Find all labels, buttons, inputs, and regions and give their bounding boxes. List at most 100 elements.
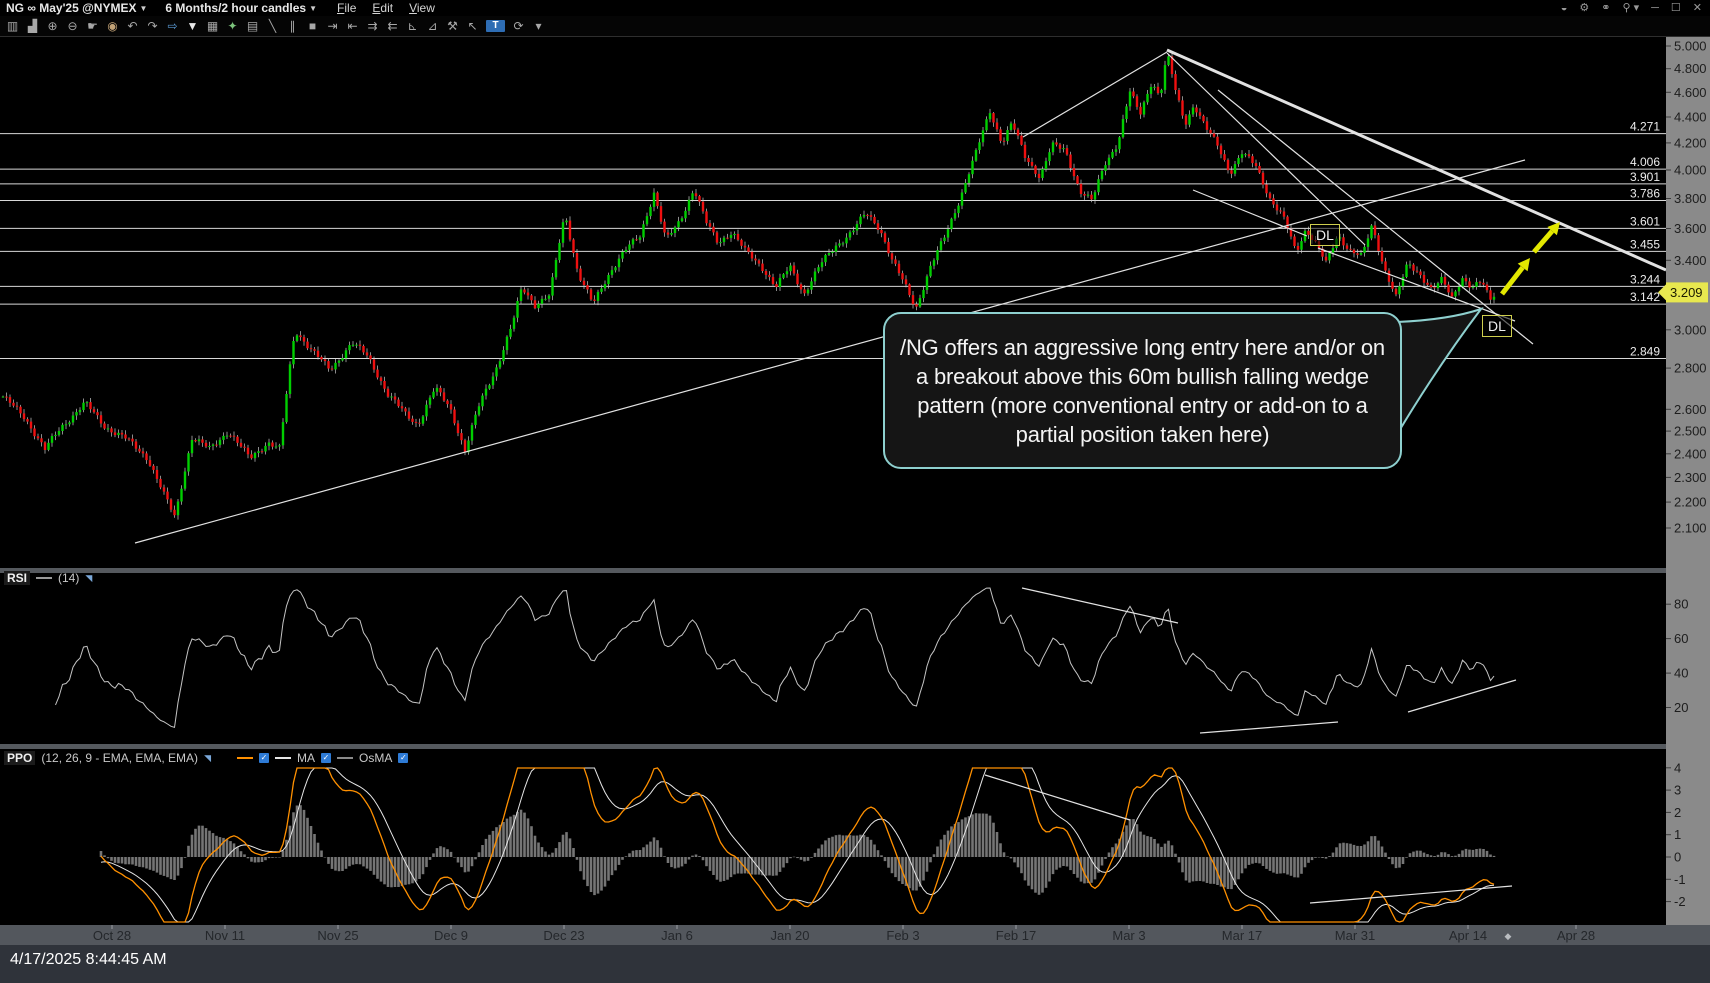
svg-text:40: 40 (1674, 666, 1688, 681)
osma-line-sample-icon (336, 757, 353, 759)
dl-label-1[interactable]: DL (1310, 224, 1340, 246)
redo-icon[interactable]: ↷ (147, 19, 158, 33)
angle-tool-alt-icon[interactable]: ⊿ (427, 19, 438, 33)
undo-icon[interactable]: ↶ (127, 19, 138, 33)
extend-left-icon[interactable]: ⇤ (347, 19, 358, 33)
zoom-out-icon[interactable]: ⊖ (67, 19, 78, 33)
ppo-title[interactable]: PPO (4, 751, 36, 765)
svg-text:Feb 17: Feb 17 (996, 928, 1036, 943)
chat-icon[interactable]: ◒ (1560, 1, 1568, 14)
level-label: 2.849 (1630, 345, 1660, 359)
maximize-icon[interactable]: ☐ (1670, 1, 1681, 14)
dl-label-2[interactable]: DL (1482, 315, 1512, 337)
text-tool-icon[interactable]: T (486, 20, 505, 32)
level-label: 3.786 (1630, 187, 1660, 201)
svg-text:Nov 25: Nov 25 (317, 928, 358, 943)
calendar-grid-icon[interactable]: ▦ (206, 19, 219, 33)
svg-text:3.400: 3.400 (1674, 253, 1707, 268)
level-label: 4.006 (1630, 155, 1660, 169)
level-label: 3.901 (1630, 170, 1660, 184)
ma-checkbox[interactable]: ✓ (320, 753, 331, 763)
scroll-to-end-icon[interactable]: ▼ (186, 19, 199, 33)
pan-hand-icon[interactable]: ☛ (87, 19, 98, 33)
svg-text:Mar 31: Mar 31 (1335, 928, 1375, 943)
menu-file[interactable]: File (337, 1, 357, 15)
svg-text:80: 80 (1674, 597, 1688, 612)
link-icon[interactable]: ⚭ (1601, 1, 1611, 14)
strategy-icon[interactable]: ✦ (227, 19, 238, 33)
dropdown-caret-icon[interactable]: ▾ (535, 19, 542, 33)
pin-icon[interactable]: ⚲ ▾ (1622, 1, 1640, 14)
chart-style-bars-icon[interactable]: ▟ (27, 19, 38, 33)
svg-text:2.800: 2.800 (1674, 361, 1707, 376)
ma-line-sample-icon (274, 757, 291, 759)
timeframe-caret-icon[interactable]: ▼ (309, 3, 318, 13)
svg-text:Oct 28: Oct 28 (93, 928, 131, 943)
ma-label: MA (296, 751, 315, 765)
rsi-cursor-icon[interactable]: ◥ (85, 572, 93, 583)
wedge-upper-line (1217, 89, 1534, 345)
level-label: 3.244 (1630, 272, 1660, 286)
menu-view[interactable]: View (409, 1, 435, 15)
rsi-line-sample-icon (36, 577, 53, 579)
callout-text: /NG offers an aggressive long entry here… (900, 334, 1385, 447)
expand-right-icon[interactable]: ⇉ (367, 19, 378, 33)
svg-text:Dec 9: Dec 9 (434, 928, 468, 943)
svg-text:3.209: 3.209 (1670, 285, 1703, 300)
svg-text:4: 4 (1674, 760, 1681, 775)
trendline-tool-icon[interactable]: ╲ (268, 19, 277, 33)
minimize-icon[interactable]: ─ (1651, 1, 1659, 14)
inner-downtrend-line (1166, 52, 1366, 246)
peak-left-line (1022, 51, 1168, 138)
osma-label: OsMA (358, 751, 393, 765)
svg-text:60: 60 (1674, 631, 1688, 646)
svg-text:4.000: 4.000 (1674, 163, 1707, 178)
parallel-lines-tool-icon[interactable]: ∥ (289, 19, 296, 33)
rsi-descending-line (1021, 587, 1179, 624)
rectangle-tool-icon[interactable]: ■ (308, 19, 317, 33)
drawing-toolbar: ▥ ▟ ⊕ ⊖ ☛ ◉ ↶ ↷ ⇨ ▼ ▦ ✦ ▤ ╲ ∥ ■ ⇥ ⇤ ⇉ ⇇ ⊾ ⊿ ⚒ ↖ T ⟳ ▾ (0, 16, 1710, 37)
ppo-osma-histogram (99, 805, 1496, 896)
svg-text:2.300: 2.300 (1674, 470, 1707, 485)
forward-icon[interactable]: ⇨ (167, 19, 178, 33)
chart-style-candles-icon[interactable]: ▥ (6, 19, 19, 33)
svg-text:2.200: 2.200 (1674, 495, 1707, 510)
wrench-icon[interactable]: ⚒ (447, 19, 458, 33)
zoom-in-icon[interactable]: ⊕ (47, 19, 58, 33)
rsi-params[interactable]: (14) (58, 571, 80, 585)
crosshair-icon[interactable]: ◉ (107, 19, 118, 33)
major-downtrend-line (1166, 48, 1667, 272)
close-icon[interactable]: ✕ (1692, 1, 1702, 14)
extend-right-icon[interactable]: ⇥ (327, 19, 338, 33)
entry-arrow-1 (1500, 265, 1525, 296)
svg-text:-2: -2 (1674, 894, 1686, 909)
timeframe-selector[interactable]: 6 Months/2 hour candles (165, 1, 307, 15)
menu-edit[interactable]: Edit (372, 1, 394, 15)
rsi-title[interactable]: RSI (4, 571, 31, 585)
ppo-line (100, 767, 1495, 923)
ppo-cursor-icon[interactable]: ◥ (204, 752, 211, 763)
symbol-selector[interactable]: NG ∞ May'25 @NYMEX (6, 1, 137, 15)
rsi-line (55, 587, 1495, 729)
svg-text:Mar 17: Mar 17 (1222, 928, 1262, 943)
svg-text:2.600: 2.600 (1674, 402, 1707, 417)
svg-text:-1: -1 (1674, 872, 1686, 887)
annotation-callout[interactable]: /NG offers an aggressive long entry here… (883, 312, 1402, 469)
ppo-checkbox[interactable]: ✓ (258, 753, 269, 763)
symbol-caret-icon[interactable]: ▼ (139, 3, 148, 13)
ppo-ascending-line (1309, 885, 1513, 904)
angle-tool-icon[interactable]: ⊾ (407, 19, 418, 33)
price-axis: 5.000 4.800 4.600 4.400 4.200 4.000 3.800 3.600… (1666, 36, 1710, 925)
date-axis: Oct 28 Nov 11 Nov 25 Dec 9 Dec 23 Jan 6 Jan 20… (0, 925, 1710, 945)
cursor-tool-icon[interactable]: ↖ (467, 19, 478, 33)
refresh-icon[interactable]: ⟳ (513, 19, 524, 33)
settings-gear-icon[interactable]: ⚙ (1579, 1, 1590, 14)
expand-left-icon[interactable]: ⇇ (387, 19, 398, 33)
svg-text:3.000: 3.000 (1674, 322, 1707, 337)
svg-text:5.000: 5.000 (1674, 39, 1707, 54)
pattern-panel-icon[interactable]: ▤ (246, 19, 259, 33)
osma-checkbox[interactable]: ✓ (398, 753, 409, 763)
ppo-params[interactable]: (12, 26, 9 - EMA, EMA, EMA) (41, 751, 199, 765)
